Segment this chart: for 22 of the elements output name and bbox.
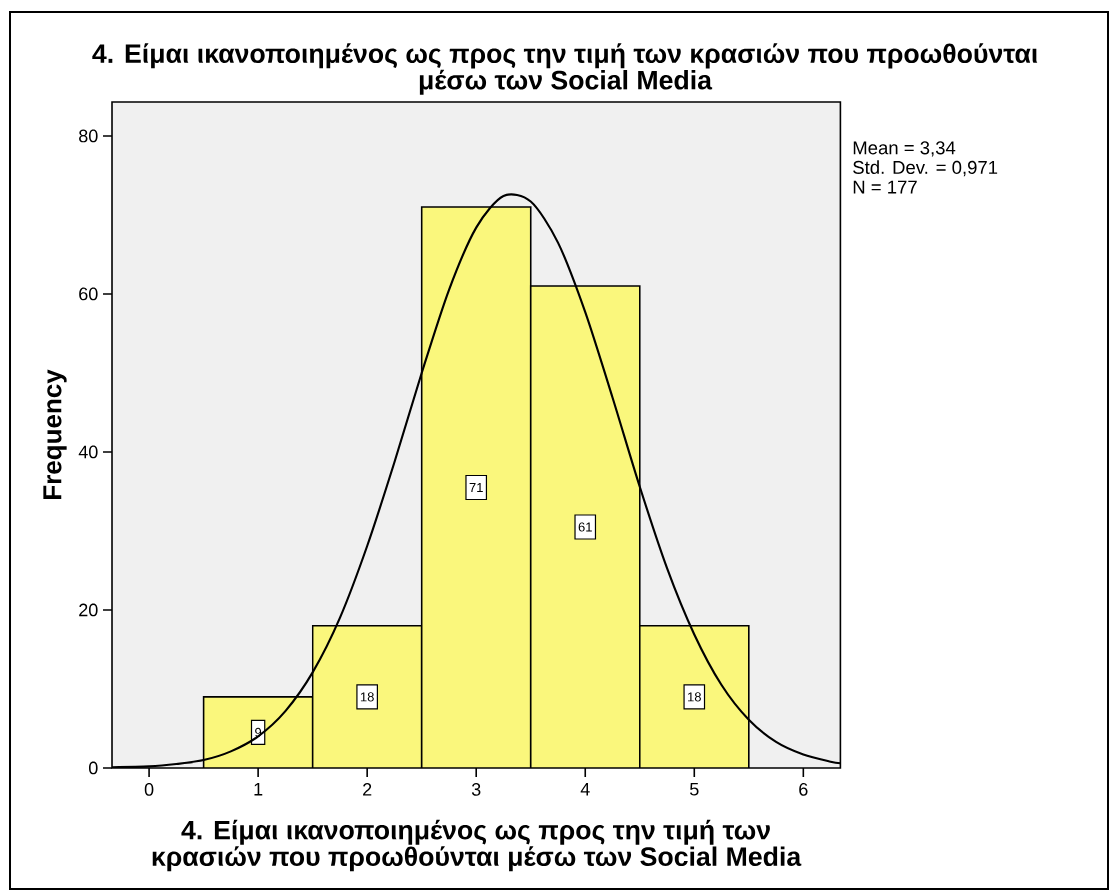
text: Mean = 3,34 [853,141,956,157]
y-tick-label: 40 [78,445,98,459]
x-tick-label: 3 [471,783,481,796]
x-tick-label: 1 [254,783,263,796]
x-tick-label: 0 [144,783,154,796]
text: Std. Dev. = 0,971 [853,160,998,177]
x-axis-title: 4. Είμαι ικανοποιημένος ως προς την τιμή των κρασιών που προωθούνται μέσω των Social Media [152,819,802,872]
y-tick-label: 20 [79,603,98,617]
data-label: 71 [469,483,483,492]
x-tick-label: 2 [363,783,372,796]
y-axis-title: Frequency [43,369,67,499]
y-tick-label: 0 [89,761,98,775]
text: N = 177 [853,180,917,194]
y-tick-label: 60 [79,287,98,301]
y-tick-label: 80 [79,129,98,143]
x-tick-label: 4 [580,783,590,796]
data-label: 18 [360,692,374,702]
data-label: 61 [578,522,592,532]
x-tick-label: 6 [799,783,808,796]
data-label: 18 [688,692,701,702]
x-tick-label: 5 [689,783,699,796]
chart-title: 4. Είμαι ικανοποιημένος ως προς την τιμή των κρασιών που προωθούνται μέσω των Social Media [92,43,1038,95]
